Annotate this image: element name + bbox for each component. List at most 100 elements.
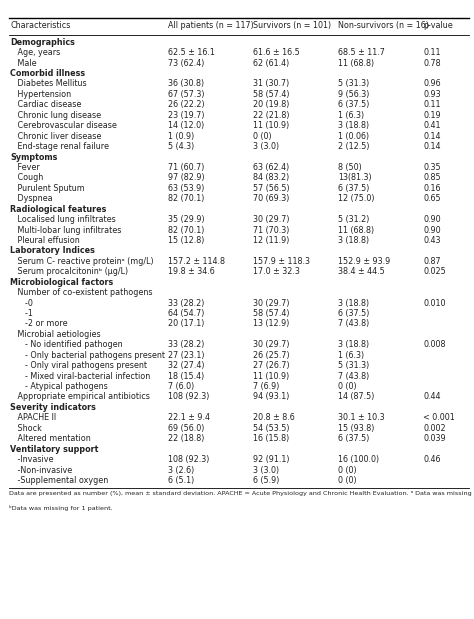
Text: 6 (5.1): 6 (5.1) — [168, 476, 194, 485]
Text: 73 (62.4): 73 (62.4) — [168, 59, 204, 67]
Text: 20 (19.8): 20 (19.8) — [253, 100, 290, 110]
Text: 33 (28.2): 33 (28.2) — [168, 298, 204, 308]
Text: Altered mentation: Altered mentation — [10, 434, 91, 443]
Text: -1: -1 — [10, 309, 33, 318]
Text: 0.85: 0.85 — [423, 173, 441, 183]
Text: End-stage renal failure: End-stage renal failure — [10, 142, 109, 151]
Text: Purulent Sputum: Purulent Sputum — [10, 184, 85, 193]
Text: Characteristics: Characteristics — [10, 21, 71, 30]
Text: 152.9 ± 93.9: 152.9 ± 93.9 — [338, 257, 391, 266]
Text: 5 (31.3): 5 (31.3) — [338, 79, 369, 89]
Text: 2 (12.5): 2 (12.5) — [338, 142, 370, 151]
Text: -Non-invasive: -Non-invasive — [10, 465, 73, 475]
Text: Survivors (n = 101): Survivors (n = 101) — [253, 21, 331, 30]
Text: 3 (3.0): 3 (3.0) — [253, 142, 279, 151]
Text: 11 (68.8): 11 (68.8) — [338, 59, 374, 67]
Text: - Only bacterial pathogens present: - Only bacterial pathogens present — [10, 351, 165, 360]
Text: Multi-lobar lung infiltrates: Multi-lobar lung infiltrates — [10, 225, 122, 235]
Text: 38.4 ± 44.5: 38.4 ± 44.5 — [338, 267, 385, 276]
Text: 30 (29.7): 30 (29.7) — [253, 215, 290, 224]
Text: 84 (83.2): 84 (83.2) — [253, 173, 290, 183]
Text: 3 (18.8): 3 (18.8) — [338, 236, 369, 245]
Text: All patients (n = 117): All patients (n = 117) — [168, 21, 254, 30]
Text: 22 (18.8): 22 (18.8) — [168, 434, 204, 443]
Text: 0.65: 0.65 — [423, 194, 441, 203]
Text: 61.6 ± 16.5: 61.6 ± 16.5 — [253, 48, 300, 57]
Text: 57 (56.5): 57 (56.5) — [253, 184, 290, 193]
Text: - Only viral pathogens present: - Only viral pathogens present — [10, 361, 147, 370]
Text: 36 (30.8): 36 (30.8) — [168, 79, 204, 89]
Text: Hypertension: Hypertension — [10, 90, 72, 99]
Text: 62.5 ± 16.1: 62.5 ± 16.1 — [168, 48, 215, 57]
Text: Age, years: Age, years — [10, 48, 61, 57]
Text: 82 (70.1): 82 (70.1) — [168, 194, 204, 203]
Text: Microbiological factors: Microbiological factors — [10, 278, 114, 287]
Text: 3 (3.0): 3 (3.0) — [253, 465, 279, 475]
Text: 22.1 ± 9.4: 22.1 ± 9.4 — [168, 413, 210, 422]
Text: 71 (60.7): 71 (60.7) — [168, 163, 204, 172]
Text: Serum procalcitoninᵇ (μg/L): Serum procalcitoninᵇ (μg/L) — [10, 267, 128, 276]
Text: 0.039: 0.039 — [423, 434, 446, 443]
Text: 0.008: 0.008 — [423, 340, 446, 349]
Text: 67 (57.3): 67 (57.3) — [168, 90, 205, 99]
Text: Diabetes Mellitus: Diabetes Mellitus — [10, 79, 87, 89]
Text: 27 (26.7): 27 (26.7) — [253, 361, 290, 370]
Text: 5 (4.3): 5 (4.3) — [168, 142, 194, 151]
Text: 1 (0.06): 1 (0.06) — [338, 132, 369, 141]
Text: Non-survivors (n = 16): Non-survivors (n = 16) — [338, 21, 429, 30]
Text: 0.43: 0.43 — [423, 236, 441, 245]
Text: 0.96: 0.96 — [423, 79, 441, 89]
Text: 19.8 ± 34.6: 19.8 ± 34.6 — [168, 267, 215, 276]
Text: 0.46: 0.46 — [423, 455, 441, 464]
Text: Localised lung infiltrates: Localised lung infiltrates — [10, 215, 116, 224]
Text: 27 (23.1): 27 (23.1) — [168, 351, 205, 360]
Text: -0: -0 — [10, 298, 33, 308]
Text: 0.025: 0.025 — [423, 267, 446, 276]
Text: Cerebrovascular disease: Cerebrovascular disease — [10, 121, 117, 130]
Text: Data are presented as number (%), mean ± standard deviation. APACHE = Acute Phys: Data are presented as number (%), mean ±… — [9, 491, 474, 496]
Text: 64 (54.7): 64 (54.7) — [168, 309, 204, 318]
Text: 69 (56.0): 69 (56.0) — [168, 424, 204, 433]
Text: 0.010: 0.010 — [423, 298, 446, 308]
Text: 92 (91.1): 92 (91.1) — [253, 455, 290, 464]
Text: - Atypical pathogens: - Atypical pathogens — [10, 382, 108, 391]
Text: 0.14: 0.14 — [423, 132, 441, 141]
Text: 9 (56.3): 9 (56.3) — [338, 90, 370, 99]
Text: 3 (18.8): 3 (18.8) — [338, 298, 369, 308]
Text: Fever: Fever — [10, 163, 40, 172]
Text: 3 (18.8): 3 (18.8) — [338, 340, 369, 349]
Text: - No identified pathogen: - No identified pathogen — [10, 340, 123, 349]
Text: Pleural effusion: Pleural effusion — [10, 236, 80, 245]
Text: 13(81.3): 13(81.3) — [338, 173, 372, 183]
Text: -Invasive: -Invasive — [10, 455, 54, 464]
Text: 0.35: 0.35 — [423, 163, 441, 172]
Text: 157.2 ± 114.8: 157.2 ± 114.8 — [168, 257, 225, 266]
Text: 157.9 ± 118.3: 157.9 ± 118.3 — [253, 257, 310, 266]
Text: 3 (2.6): 3 (2.6) — [168, 465, 194, 475]
Text: Serum C- reactive proteinᵃ (mg/L): Serum C- reactive proteinᵃ (mg/L) — [10, 257, 154, 266]
Text: - Mixed viral-bacterial infection: - Mixed viral-bacterial infection — [10, 371, 151, 381]
Text: 63 (62.4): 63 (62.4) — [253, 163, 290, 172]
Text: 26 (25.7): 26 (25.7) — [253, 351, 290, 360]
Text: Comorbid illness: Comorbid illness — [10, 69, 85, 78]
Text: 0.87: 0.87 — [423, 257, 441, 266]
Text: 0.002: 0.002 — [423, 424, 446, 433]
Text: < 0.001: < 0.001 — [423, 413, 455, 422]
Text: 108 (92.3): 108 (92.3) — [168, 455, 210, 464]
Text: 3 (18.8): 3 (18.8) — [338, 121, 369, 130]
Text: 71 (70.3): 71 (70.3) — [253, 225, 290, 235]
Text: 1 (0.9): 1 (0.9) — [168, 132, 194, 141]
Text: 30 (29.7): 30 (29.7) — [253, 298, 290, 308]
Text: 30.1 ± 10.3: 30.1 ± 10.3 — [338, 413, 385, 422]
Text: Appropriate empirical antibiotics: Appropriate empirical antibiotics — [10, 392, 150, 402]
Text: 6 (37.5): 6 (37.5) — [338, 100, 370, 110]
Text: 5 (31.2): 5 (31.2) — [338, 215, 370, 224]
Text: 12 (75.0): 12 (75.0) — [338, 194, 375, 203]
Text: Radiological features: Radiological features — [10, 205, 107, 214]
Text: 13 (12.9): 13 (12.9) — [253, 319, 290, 329]
Text: 0.16: 0.16 — [423, 184, 441, 193]
Text: 6 (5.9): 6 (5.9) — [253, 476, 280, 485]
Text: Dyspnea: Dyspnea — [10, 194, 53, 203]
Text: 0.90: 0.90 — [423, 215, 441, 224]
Text: 7 (43.8): 7 (43.8) — [338, 371, 369, 381]
